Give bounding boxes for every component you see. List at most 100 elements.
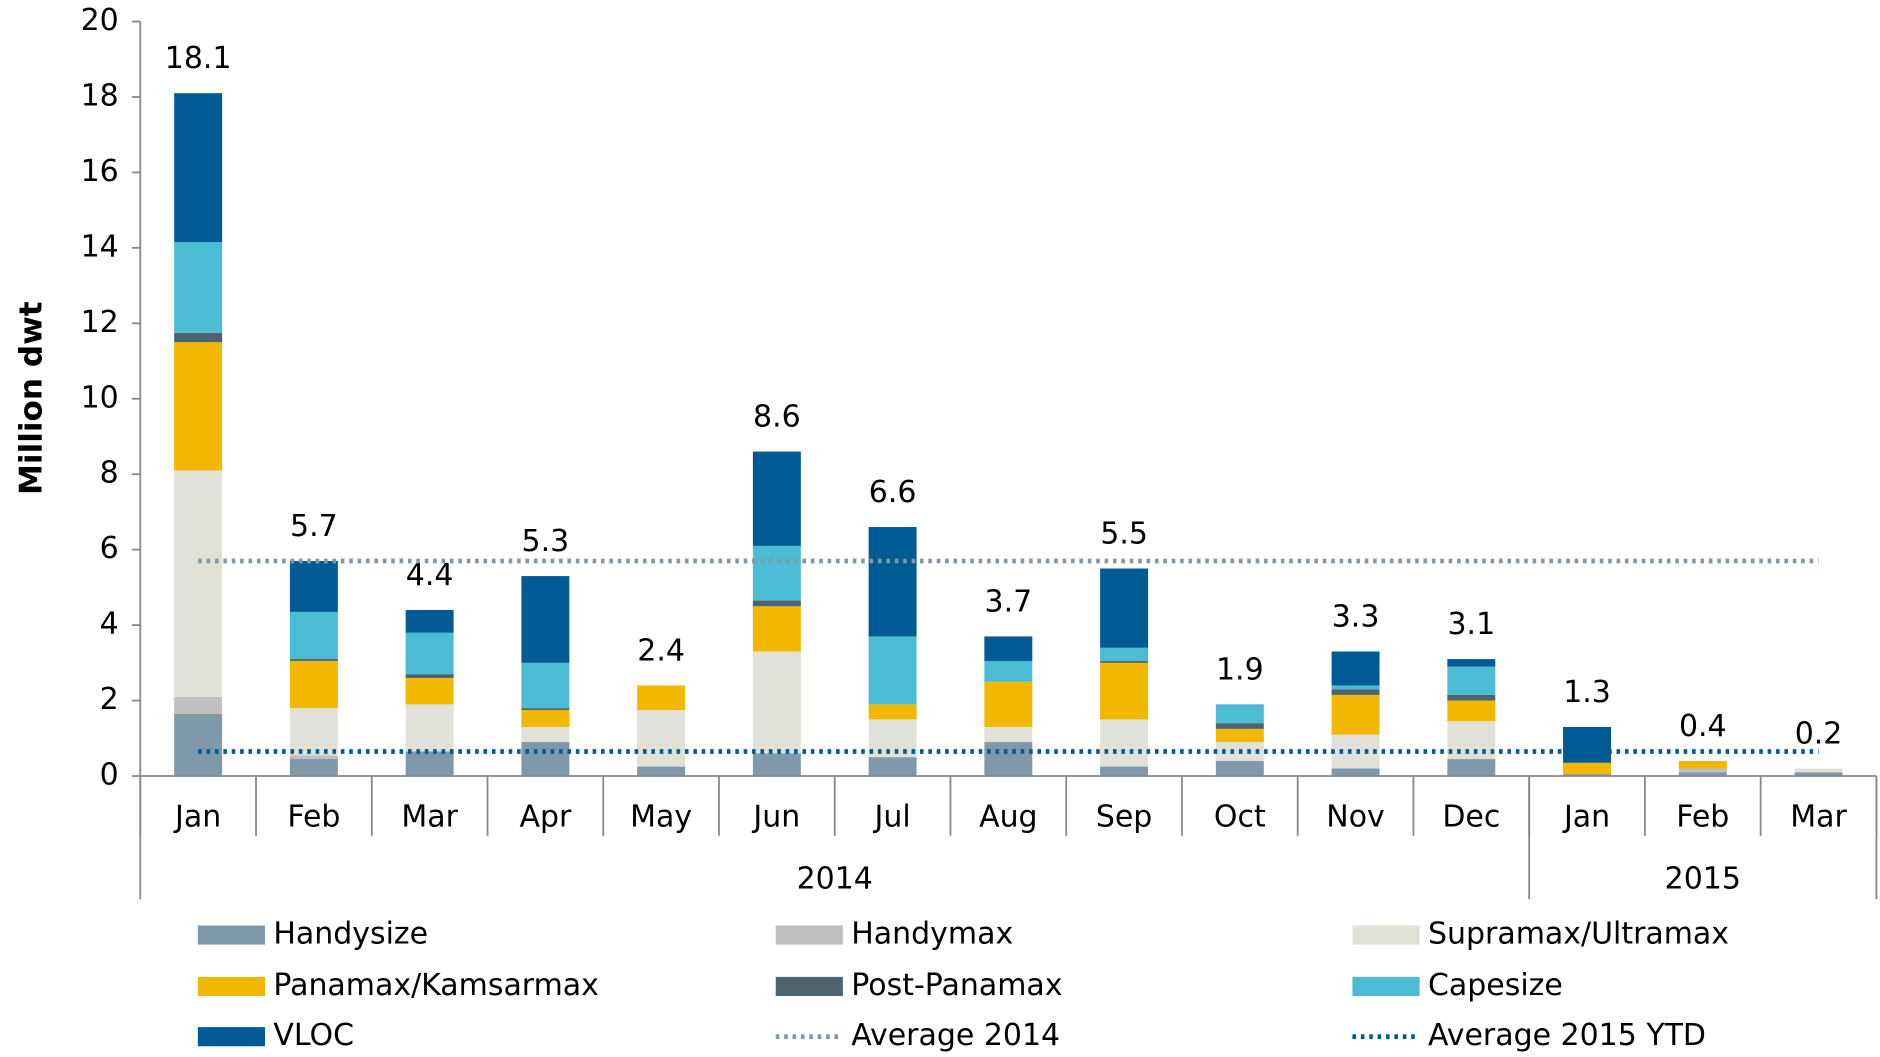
y-tick-label: 4 [100, 607, 119, 642]
bar-segment [521, 742, 570, 777]
bar-segment [289, 759, 338, 777]
x-tick-label: Jan [173, 799, 221, 834]
bar-segment [637, 685, 686, 710]
bar-segment [1678, 772, 1727, 777]
bar-segment [752, 451, 801, 546]
bar-segment [984, 660, 1033, 682]
bar-segment [174, 713, 223, 777]
bar-segment [289, 755, 338, 760]
bar-segment [637, 766, 686, 777]
bar-segment [1331, 651, 1380, 686]
bar-segment [868, 636, 917, 705]
x-tick-label: Mar [401, 799, 458, 834]
bar-segment [1215, 760, 1264, 777]
bar-segment [1447, 721, 1496, 760]
total-label: 3.1 [1447, 607, 1495, 642]
bar-segment [1215, 728, 1264, 743]
bar-segment [1331, 768, 1380, 777]
bar-segment [521, 726, 570, 743]
y-axis-label: Million dwt [13, 301, 49, 495]
legend-label: Capesize [1428, 968, 1563, 1003]
total-label: 6.6 [869, 475, 917, 510]
x-tick-label: Jan [1562, 799, 1610, 834]
total-label: 1.3 [1563, 675, 1611, 710]
x-tick-label: Apr [519, 799, 572, 834]
bar-segment [174, 696, 223, 714]
bar-segment [1794, 768, 1843, 773]
group-label: 2014 [797, 862, 873, 897]
bar-segment [1100, 719, 1149, 767]
bar-segment [405, 610, 454, 633]
bar-segment [1100, 568, 1149, 648]
bar-segment [1447, 694, 1496, 701]
y-tick-label: 10 [81, 380, 119, 415]
y-tick-label: 0 [100, 758, 119, 793]
total-label: 3.3 [1332, 600, 1380, 635]
bar-segment [752, 606, 801, 652]
bar-segment [1678, 760, 1727, 769]
bar-segment [521, 576, 570, 663]
legend-label: Post-Panamax [851, 968, 1062, 1003]
y-tick-label: 18 [81, 78, 119, 113]
bar-segment [1100, 660, 1149, 663]
y-tick-label: 14 [81, 229, 119, 264]
total-label: 0.4 [1679, 709, 1727, 744]
bar-segment [1794, 772, 1843, 777]
group-label: 2015 [1665, 862, 1741, 897]
bar-segment [1331, 734, 1380, 769]
bar-segment [405, 674, 454, 678]
bar-segment [1563, 726, 1612, 763]
legend-swatch [775, 925, 843, 945]
y-tick-label: 20 [81, 3, 119, 38]
bar-segment [1447, 759, 1496, 777]
total-label: 1.9 [1216, 652, 1264, 687]
legend-label: Handysize [273, 917, 428, 952]
bar-segment [984, 636, 1033, 661]
x-tick-label: Mar [1790, 799, 1847, 834]
bar-segment [405, 751, 454, 777]
legend-label: Average 2014 [851, 1018, 1060, 1053]
bar-segment [289, 611, 338, 660]
total-label: 3.7 [985, 584, 1033, 619]
bar-segment [521, 708, 570, 710]
bar-segment [1215, 704, 1264, 724]
bar-segment [174, 470, 223, 697]
total-label: 5.5 [1100, 517, 1148, 552]
bar-segment [984, 681, 1033, 727]
total-label: 2.4 [637, 634, 685, 669]
total-label: 5.7 [290, 509, 338, 544]
bar-segment [174, 93, 223, 243]
legend-swatch [197, 1027, 265, 1047]
total-label: 8.6 [753, 400, 801, 435]
bar-segment [868, 719, 917, 758]
total-label: 18.1 [165, 41, 232, 76]
bar-segment [752, 651, 801, 754]
y-tick-label: 6 [100, 531, 119, 566]
bar-segment [405, 632, 454, 675]
legend-label: Handymax [851, 917, 1013, 952]
bar-segment [1447, 666, 1496, 695]
total-label: 4.4 [406, 558, 454, 593]
y-tick-label: 12 [81, 305, 119, 340]
bar-segment [289, 659, 338, 661]
total-label: 5.3 [522, 524, 570, 559]
bar-segment [289, 660, 338, 709]
bar-segment [1563, 774, 1612, 777]
y-tick-label: 2 [100, 682, 119, 717]
x-tick-label: Jun [751, 799, 800, 834]
legend-swatch [197, 925, 265, 945]
x-tick-label: Nov [1326, 799, 1384, 834]
bar-segment [174, 342, 223, 471]
x-tick-label: Feb [287, 799, 340, 834]
bar-segment [405, 704, 454, 752]
bar-segment [521, 709, 570, 727]
bar-segment [1100, 662, 1149, 720]
legend-label: VLOC [273, 1018, 354, 1053]
total-label: 0.2 [1795, 717, 1843, 752]
bar-segment [752, 753, 801, 777]
bar-segment [405, 677, 454, 705]
bar-segment [1100, 766, 1149, 777]
legend-swatch [1352, 976, 1420, 997]
bar-segment [174, 242, 223, 333]
